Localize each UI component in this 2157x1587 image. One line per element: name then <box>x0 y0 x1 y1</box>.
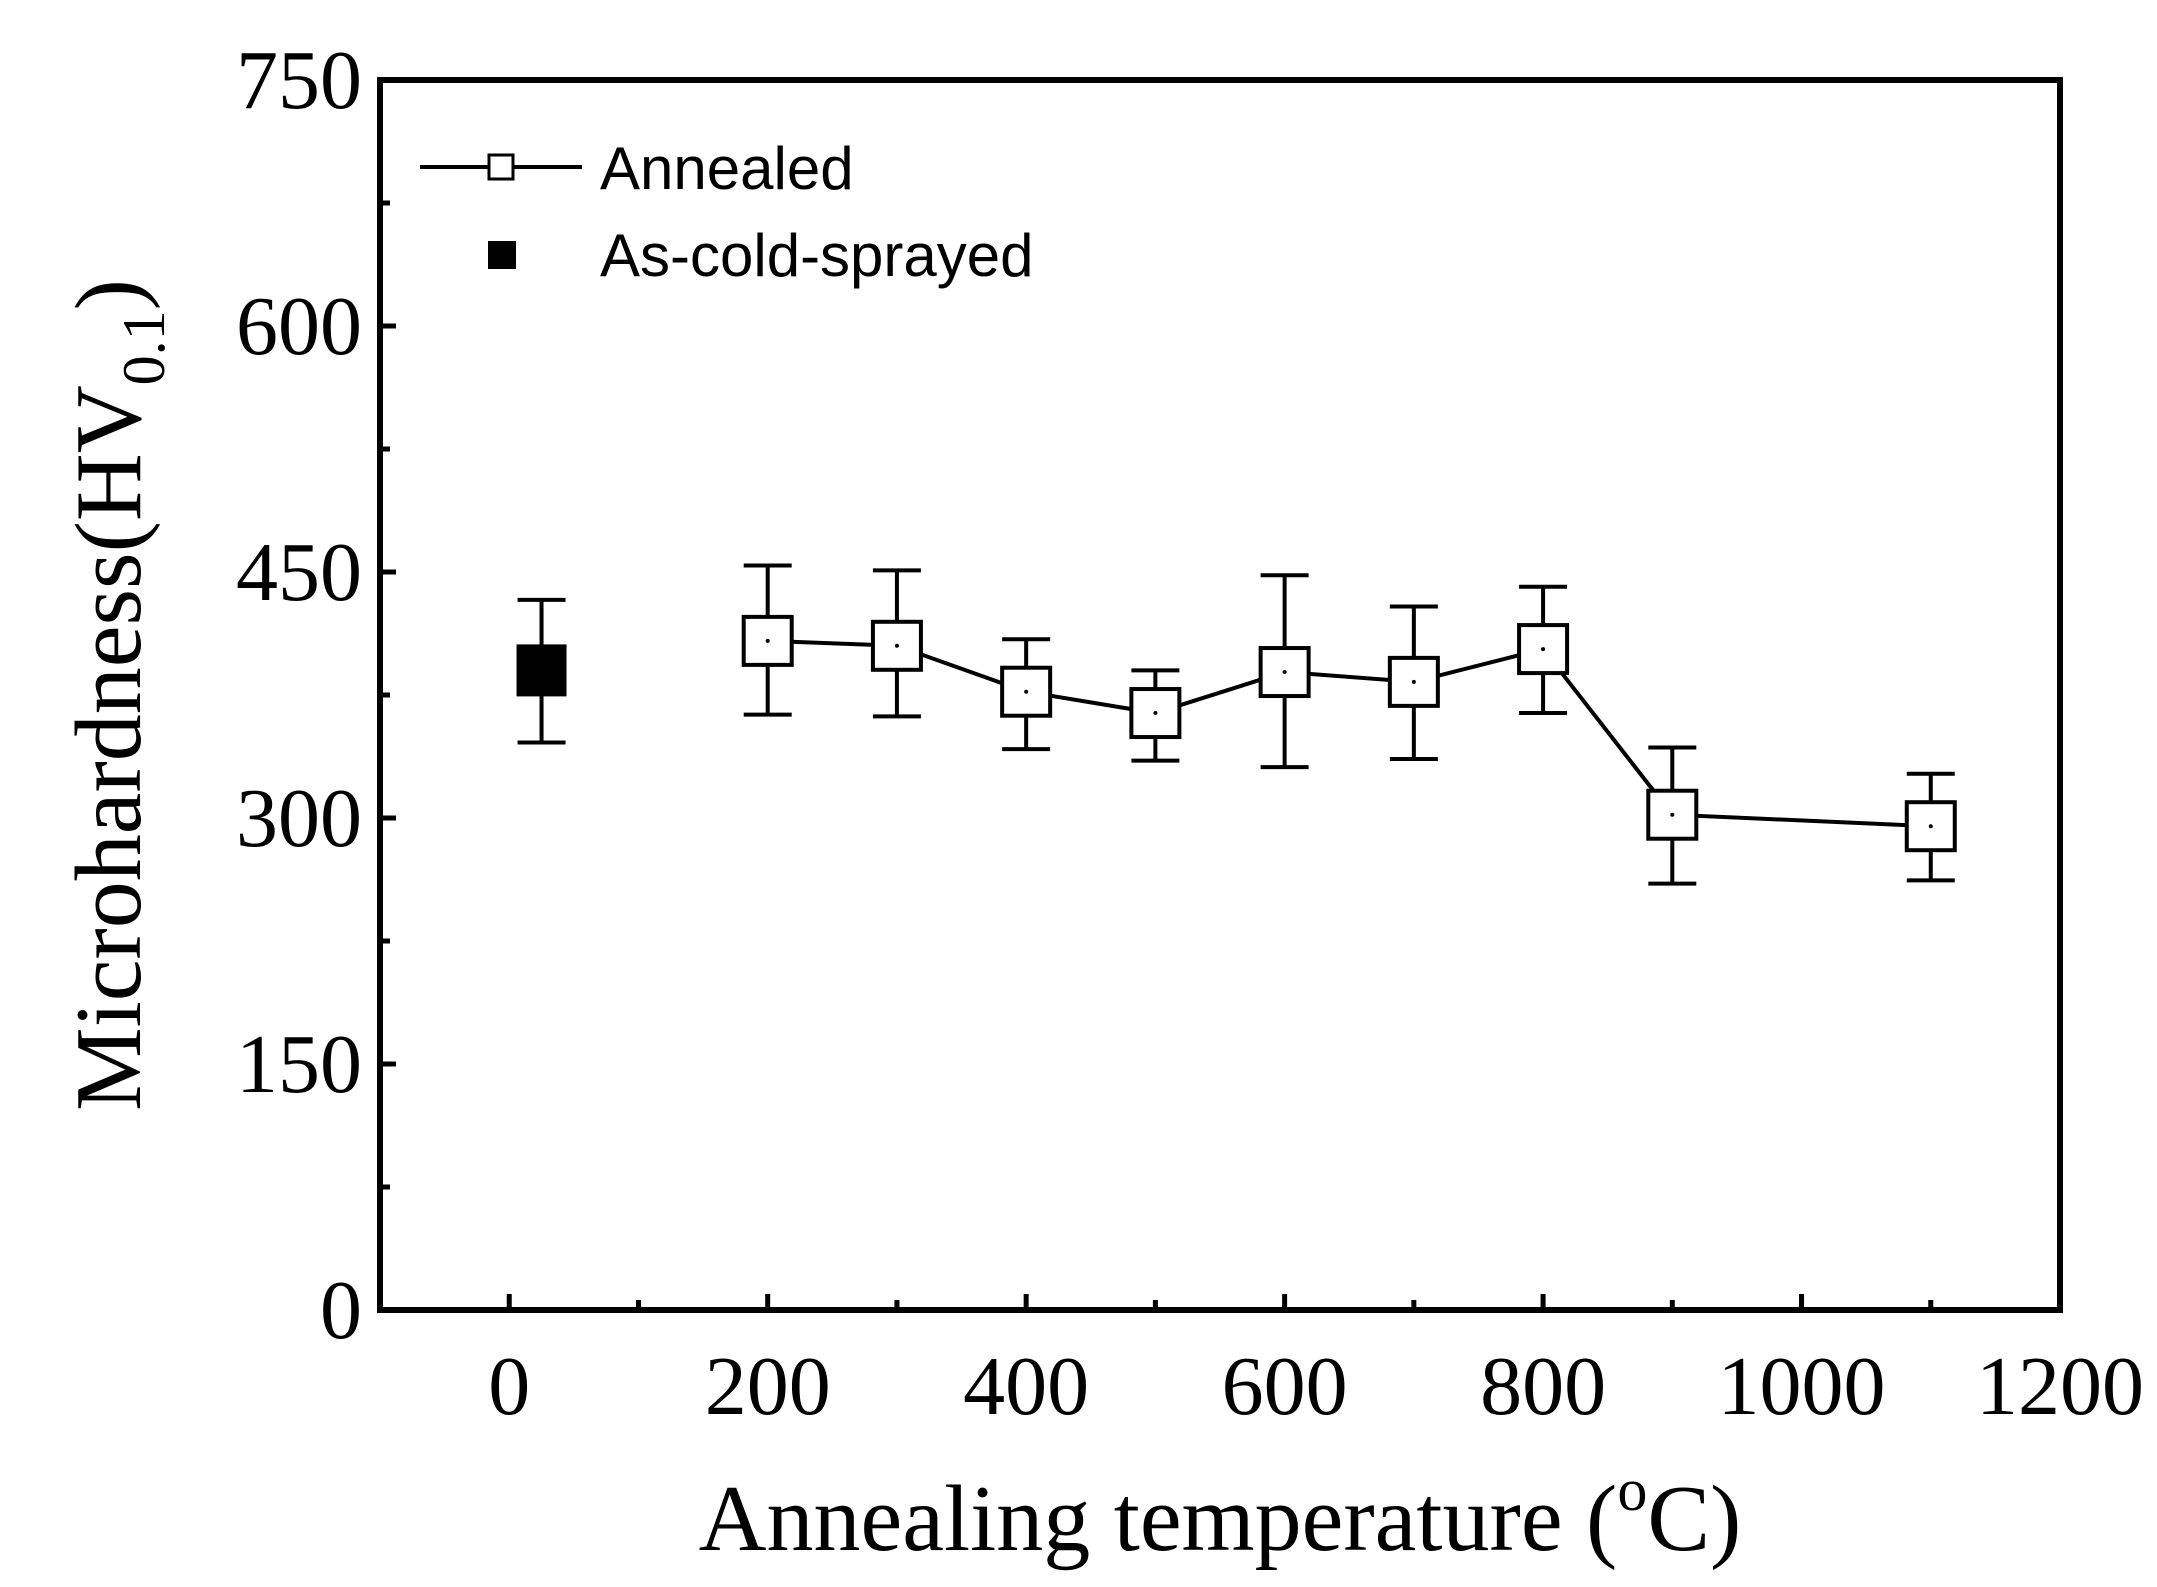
y-axis-title: Microhardness(HV0.1) <box>57 279 177 1111</box>
series-layer <box>516 563 1957 886</box>
y-tick-label-600: 600 <box>236 280 362 373</box>
annealed-point-center-2 <box>1024 689 1029 694</box>
legend-annealed-marker <box>487 153 515 181</box>
x-tick-label-400: 400 <box>963 1340 1089 1433</box>
x-tick-label-800: 800 <box>1480 1340 1606 1433</box>
annealed-point-center-7 <box>1670 812 1675 817</box>
y-tick-label-450: 450 <box>236 526 362 619</box>
annealed-point-center-6 <box>1541 647 1546 652</box>
annealed-point-center-5 <box>1411 679 1416 684</box>
x-tick-label-600: 600 <box>1222 1340 1348 1433</box>
x-tick-label-200: 200 <box>705 1340 831 1433</box>
annealed-point-center-0 <box>765 638 770 643</box>
legend-as-cold-sprayed-marker <box>488 241 516 269</box>
y-axis-ticks: 0 150 300 450 600 750 <box>236 34 396 1357</box>
legend: Annealed As-cold-sprayed <box>420 135 1034 289</box>
y-tick-label-150: 150 <box>236 1018 362 1111</box>
x-tick-label-1000: 1000 <box>1718 1340 1886 1433</box>
annealed-point-8 <box>1904 800 1957 853</box>
annealed-point-center-3 <box>1153 711 1158 716</box>
y-tick-label-750: 750 <box>236 34 362 127</box>
y-tick-label-300: 300 <box>236 772 362 865</box>
y-tick-label-0: 0 <box>320 1264 362 1357</box>
annealed-point-center-8 <box>1928 824 1933 829</box>
annealed-point-center-4 <box>1282 670 1287 675</box>
annealed-point-center-1 <box>894 643 899 648</box>
legend-as-cold-sprayed-label: As-cold-sprayed <box>600 222 1034 289</box>
x-tick-label-0: 0 <box>488 1340 530 1433</box>
x-axis-ticks: 0 200 400 600 800 1000 1200 <box>488 1294 2144 1433</box>
annealed-point-0 <box>741 614 794 667</box>
as-cold-sprayed-point-0 <box>516 644 567 697</box>
x-tick-label-1200: 1200 <box>1976 1340 2144 1433</box>
legend-annealed-label: Annealed <box>600 135 854 202</box>
annealed-line <box>767 638 1931 829</box>
x-axis-title: Annealing temperature (oC) <box>699 1457 1742 1571</box>
